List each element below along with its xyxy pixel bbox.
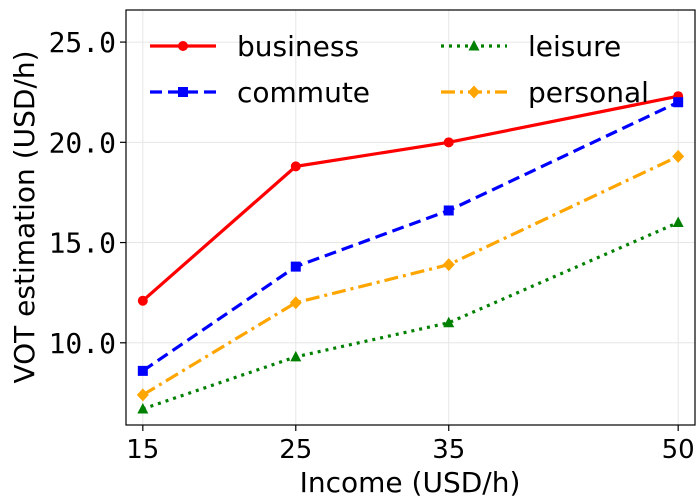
x-tick-label: 35 [432, 435, 465, 465]
data-point-leisure [443, 316, 455, 328]
y-tick-label: 10.0 [49, 327, 116, 360]
data-point-leisure [290, 350, 302, 362]
axis-ticks: 10.0 15.0 20.0 25.0 15 25 35 50 [49, 26, 695, 465]
x-tick-label: 25 [279, 435, 312, 465]
data-point-leisure [137, 402, 149, 414]
data-point-commute [443, 205, 454, 216]
series-line-business [141, 94, 679, 302]
legend-entry-business: business [150, 30, 359, 63]
series-line-leisure [142, 221, 679, 411]
data-point-personal [672, 149, 685, 163]
data-point-business [137, 295, 148, 306]
legend-entry-personal: personal [441, 76, 649, 109]
legend-marker [178, 41, 188, 51]
legend-label: leisure [528, 30, 621, 63]
y-tick-label: 25.0 [49, 26, 116, 59]
legend-marker [178, 87, 188, 97]
legend: business commute leisure personal [150, 30, 649, 109]
series-line-commute [141, 100, 679, 373]
x-tick-label: 15 [126, 435, 159, 465]
legend-label: business [237, 30, 359, 63]
x-tick-label: 50 [662, 435, 695, 465]
data-point-personal [442, 258, 455, 272]
y-tick-label: 20.0 [49, 126, 116, 159]
series-layer [136, 91, 685, 414]
y-axis-label: VOT estimation (USD/h) [8, 50, 41, 383]
legend-marker [468, 40, 480, 51]
data-point-business [290, 161, 301, 172]
data-point-personal [136, 388, 149, 402]
grid [126, 10, 695, 425]
data-point-personal [289, 296, 302, 310]
data-point-commute [673, 97, 684, 108]
series-line-personal [141, 154, 679, 397]
x-axis-label: Income (USD/h) [300, 466, 521, 499]
data-point-commute [290, 261, 301, 272]
y-tick-label: 15.0 [49, 227, 116, 260]
legend-label: commute [237, 76, 370, 109]
data-point-commute [137, 365, 148, 376]
legend-entry-commute: commute [150, 76, 370, 109]
legend-label: personal [528, 76, 649, 109]
data-point-business [443, 137, 454, 148]
legend-marker [468, 85, 480, 99]
plot-frame [125, 9, 696, 426]
data-point-leisure [672, 216, 684, 228]
legend-entry-leisure: leisure [441, 30, 621, 63]
